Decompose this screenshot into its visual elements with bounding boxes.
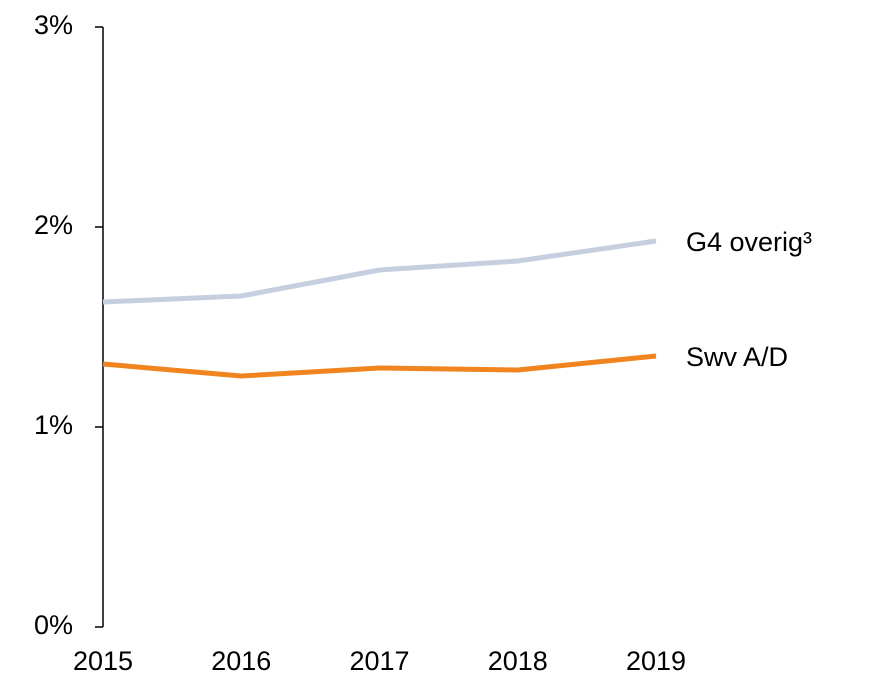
x-tick-label: 2016 — [211, 646, 271, 676]
x-tick-label: 2015 — [73, 646, 133, 676]
series-label: Swv A/D — [686, 342, 788, 372]
x-tick-label: 2019 — [626, 646, 686, 676]
y-tick-label: 0% — [34, 610, 73, 640]
series-line — [102, 353, 657, 379]
y-tick-label: 1% — [34, 410, 73, 440]
x-tick-label: 2018 — [488, 646, 548, 676]
y-tick-label: 2% — [34, 210, 73, 240]
x-tick-label: 2017 — [349, 646, 409, 676]
series-line — [102, 238, 657, 305]
y-tick-label: 3% — [34, 10, 73, 40]
series-label: G4 overig³ — [686, 227, 812, 257]
